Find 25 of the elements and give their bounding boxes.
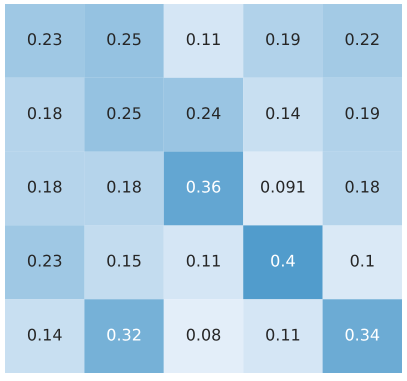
data-label: 0.24 [186, 104, 222, 123]
data-label: 0.23 [26, 251, 63, 270]
data-label: 0.11 [186, 251, 222, 270]
data-label: 0.15 [106, 251, 142, 270]
data-label: 0.11 [186, 30, 222, 50]
data-label: 0.18 [344, 178, 380, 197]
data-label: 0.4 [270, 251, 296, 270]
data-label: 0.11 [265, 325, 301, 344]
data-label: 0.1 [350, 251, 376, 270]
data-label: 0.18 [106, 178, 142, 197]
data-label: 0.34 [344, 325, 380, 344]
data-label: 0.091 [260, 178, 306, 197]
data-label: 0.22 [344, 30, 380, 50]
data-label: 0.14 [265, 104, 301, 123]
data-label: 0.14 [26, 325, 63, 344]
data-label: 0.25 [106, 30, 142, 50]
data-label: 0.18 [26, 104, 63, 123]
data-label: 0.23 [26, 30, 63, 50]
data-label: 0.36 [186, 178, 222, 197]
data-label: 0.18 [26, 178, 63, 197]
data-label: 0.19 [265, 30, 301, 50]
data-label: 0.19 [344, 104, 380, 123]
data-label: 0.08 [186, 325, 222, 344]
data-label: 0.32 [106, 325, 142, 344]
data-label: 0.25 [106, 104, 142, 123]
